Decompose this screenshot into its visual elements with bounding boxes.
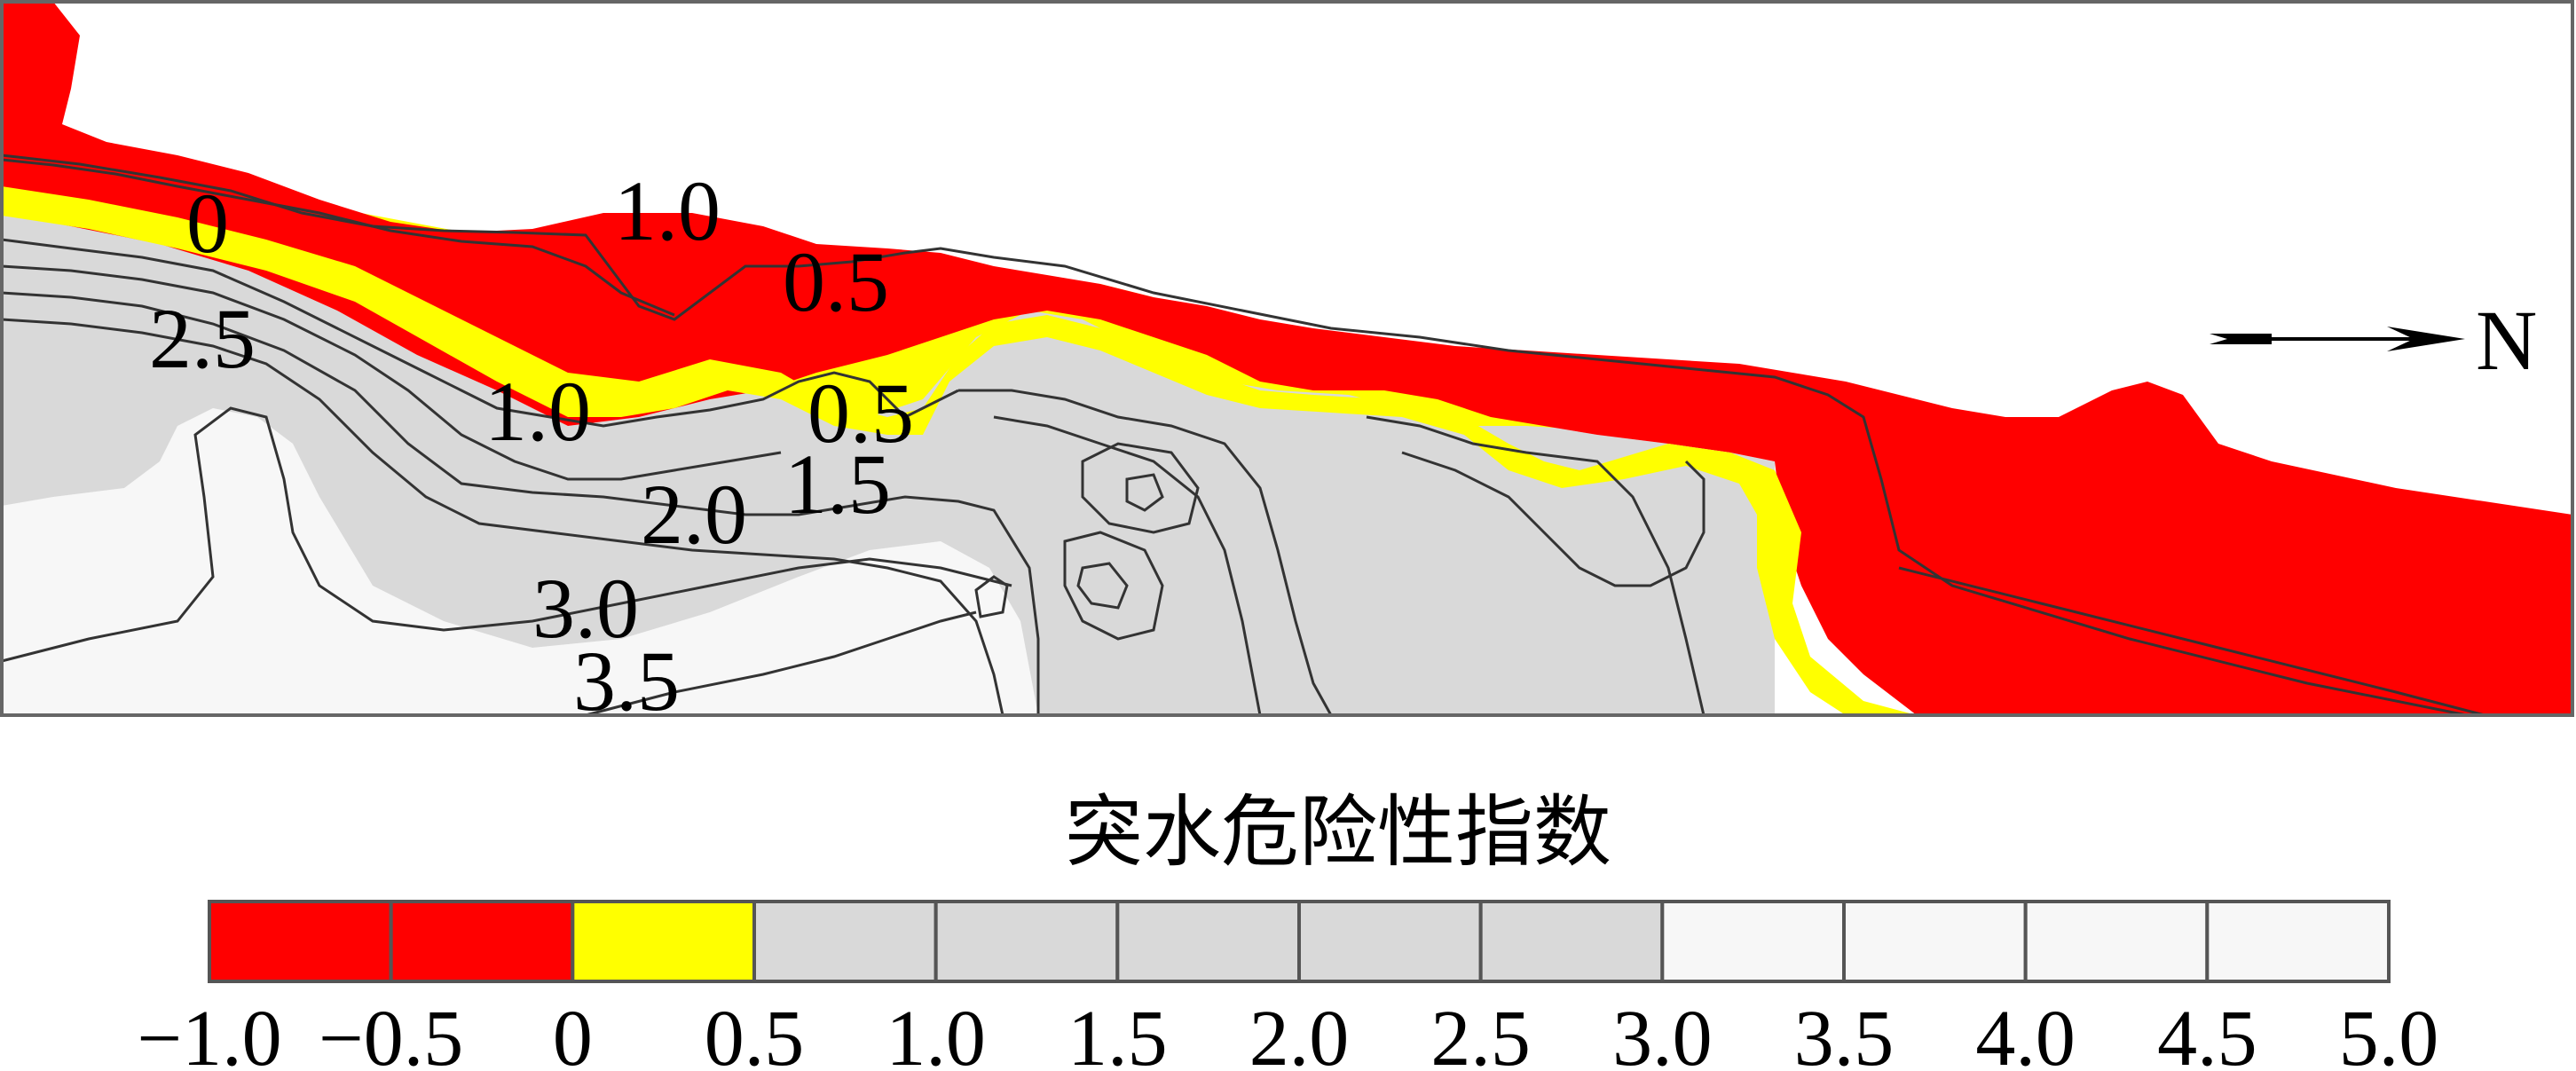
north-arrow-head [2387, 327, 2465, 351]
contour-label: 0 [186, 176, 229, 271]
contour-line-east-1 [958, 389, 1333, 716]
legend-tick-label: 2.5 [1430, 995, 1531, 1071]
contour-label: 2.5 [149, 291, 256, 386]
legend-tick-label: 5.0 [2339, 995, 2439, 1071]
legend-swatch [752, 900, 938, 983]
zone-negative [2, 2, 2572, 715]
contour-line-2-5 [1, 318, 1004, 716]
zone-0-to-0-5-band [2, 186, 1917, 715]
legend: 突水危险性指数 −1.0 −0.5 0 0.5 1.0 1.5 2.0 2.5 3.0 3.5 4.… [137, 786, 2438, 1071]
contour-closed-4 [1076, 562, 1129, 610]
north-arrow: N [2210, 293, 2537, 388]
contour-label: 3.5 [573, 634, 680, 728]
north-arrow-shaft [2210, 334, 2272, 344]
contour-label: 0.5 [807, 366, 914, 461]
legend-tick-label: 4.5 [2157, 995, 2257, 1071]
legend-tick-label: 0.5 [705, 995, 805, 1071]
contour-line-2-0 [1, 291, 1040, 715]
contour-labels: 1.0 0 0.5 2.5 1.0 0.5 1.5 2.0 3.0 3.5 [149, 163, 914, 728]
contour-line-east-2 [993, 415, 1262, 716]
contour-line-3-0 [1, 406, 1012, 663]
contour-line-east-4 [1401, 451, 1706, 587]
contour-label: 2.0 [641, 467, 747, 562]
legend-tick-label: 1.0 [886, 995, 986, 1071]
legend-tick-label: 3.5 [1794, 995, 1895, 1071]
contour-map: 1.0 0 0.5 2.5 1.0 0.5 1.5 2.0 3.0 3.5 N [0, 0, 2574, 728]
map-frame [0, 0, 2574, 717]
legend-swatch [1842, 900, 2028, 983]
contour-label: 3.0 [532, 561, 639, 656]
north-arrow-label: N [2476, 293, 2537, 388]
legend-swatch [1115, 900, 1302, 983]
contour-lines [1, 154, 2485, 717]
legend-ticks: −1.0 −0.5 0 0.5 1.0 1.5 2.0 2.5 3.0 3.5 4.0 4.5 5.0 [137, 995, 2438, 1071]
legend-swatch [571, 900, 756, 983]
contour-line-3-5 [585, 610, 977, 717]
legend-title: 突水危险性指数 [1065, 786, 1611, 878]
zone-0-5-to-3-0 [2, 213, 1775, 715]
contour-line-1-0-b [1, 264, 782, 481]
legend-tick-label: −0.5 [319, 995, 463, 1071]
contour-line-1-0-a [1, 238, 959, 428]
contour-line-outer-0-5 [1, 158, 675, 317]
legend-tick-label: 0 [553, 995, 593, 1071]
contour-label: 1.0 [614, 163, 721, 258]
legend-swatches [208, 900, 2391, 983]
legend-tick-label: 2.0 [1249, 995, 1350, 1071]
legend-swatch [1478, 900, 1665, 983]
contour-line-east-3 [1366, 415, 1706, 716]
legend-swatch [2023, 900, 2210, 983]
contour-line-red-upper [1, 154, 2468, 717]
contour-closed-2 [1125, 473, 1164, 512]
legend-swatch [2205, 900, 2391, 983]
legend-tick-label: 1.5 [1067, 995, 1168, 1071]
contour-label: 0.5 [783, 234, 889, 329]
legend-swatch [934, 900, 1120, 983]
contour-closed-5 [974, 575, 1009, 618]
legend-tick-label: −1.0 [137, 995, 281, 1071]
legend-swatch [389, 900, 575, 983]
contour-closed-1 [1081, 442, 1200, 534]
legend-tick-label: 4.0 [1975, 995, 2076, 1071]
legend-swatch [208, 900, 393, 983]
legend-swatch [1297, 900, 1483, 983]
contour-line-south-diag [1898, 566, 2485, 717]
legend-tick-label: 3.0 [1612, 995, 1713, 1071]
contour-closed-3 [1063, 531, 1164, 641]
contour-label: 1.0 [484, 364, 591, 459]
contour-label: 1.5 [784, 437, 891, 532]
zone-3-0-to-5-0 [2, 408, 1038, 715]
legend-swatch [1660, 900, 1847, 983]
